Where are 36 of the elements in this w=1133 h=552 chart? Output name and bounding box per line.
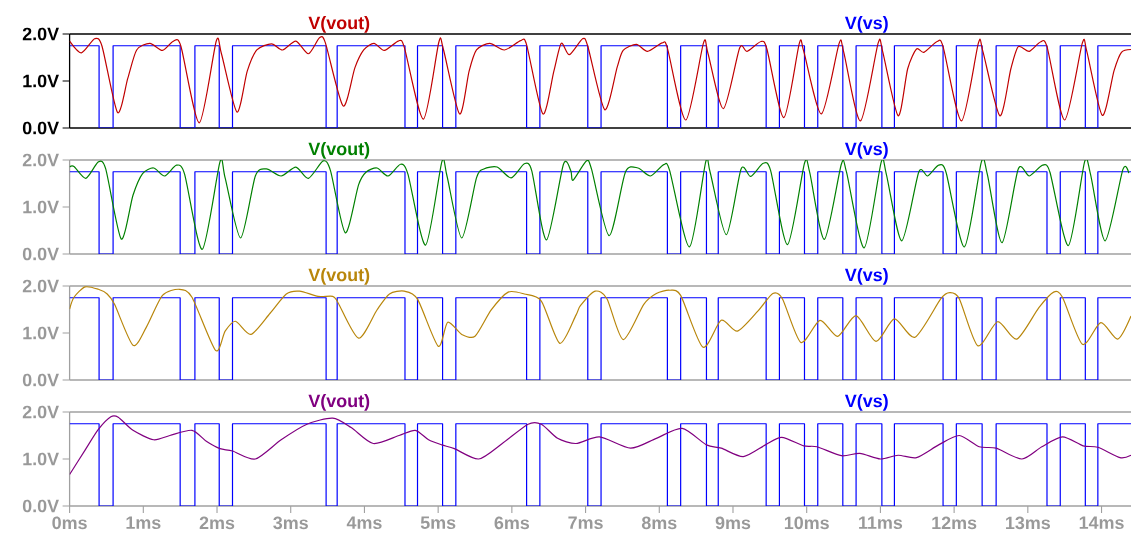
x-tick-label: 11ms: [859, 516, 903, 530]
y-tick-label: 0.0V: [22, 121, 59, 135]
y-tick-label: 0.0V: [22, 247, 59, 261]
x-tick-label: 3ms: [273, 516, 308, 530]
line-series: [69, 415, 1132, 476]
x-tick-label: 12ms: [932, 516, 977, 530]
x-tick-label: 14ms: [1079, 516, 1124, 530]
x-tick-label: 10ms: [784, 516, 829, 530]
x-tick-label: 6ms: [494, 516, 530, 530]
series-label: V(vs): [844, 394, 888, 411]
y-tick-label: 1.0V: [23, 200, 59, 214]
y-tick-label: 0.0V: [22, 499, 59, 513]
series-label: V(vout): [308, 142, 370, 159]
y-tick-label: 1.0V: [23, 452, 59, 466]
series-label: V(vout): [308, 16, 370, 33]
x-tick-label: 8ms: [641, 516, 677, 530]
series-label: V(vout): [308, 394, 370, 411]
x-tick-label: 13ms: [1006, 516, 1051, 530]
series-label: V(vout): [308, 268, 370, 285]
series-label: V(vs): [844, 268, 888, 285]
x-tick-label: 5ms: [420, 516, 456, 530]
y-tick-label: 2.0V: [22, 27, 59, 41]
series-label: V(vs): [844, 16, 888, 33]
x-tick-label: 7ms: [568, 516, 603, 530]
y-tick-label: 2.0V: [22, 279, 59, 293]
x-tick-label: 1ms: [126, 516, 161, 530]
x-tick-label: 0ms: [52, 516, 87, 530]
y-tick-label: 1.0V: [23, 74, 59, 88]
x-tick-label: 2ms: [199, 516, 235, 530]
x-tick-label: 9ms: [715, 516, 751, 530]
y-tick-label: 2.0V: [22, 153, 59, 167]
y-tick-label: 0.0V: [22, 373, 59, 387]
y-tick-label: 1.0V: [23, 326, 59, 340]
x-tick-label: 4ms: [346, 516, 382, 530]
series-label: V(vs): [844, 142, 888, 159]
y-tick-label: 2.0V: [22, 405, 59, 419]
